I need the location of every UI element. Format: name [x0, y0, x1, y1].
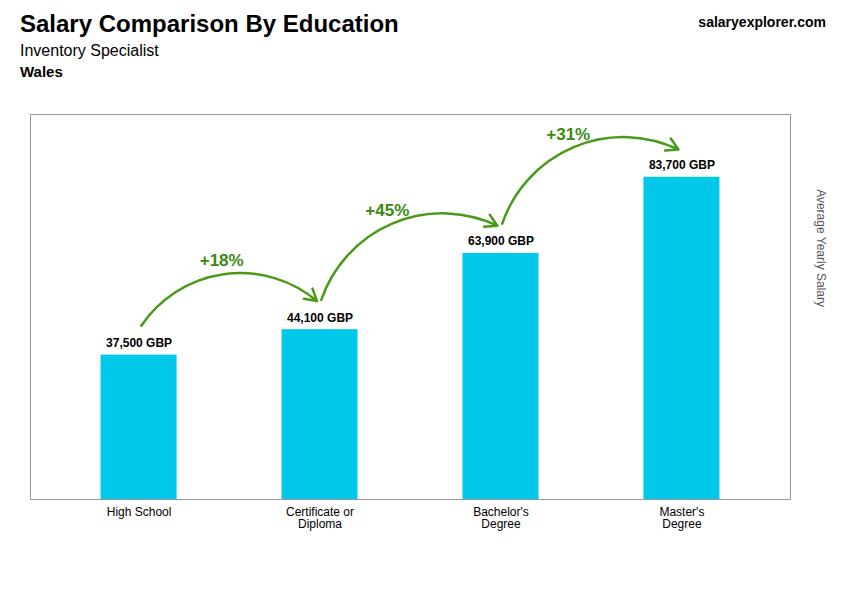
svg-text:37,500 GBP: 37,500 GBP [106, 336, 172, 350]
svg-text:44,100 GBP: 44,100 GBP [287, 311, 353, 325]
svg-text:Bachelor'sDegree: Bachelor'sDegree [473, 505, 529, 531]
svg-text:High School: High School [107, 505, 172, 519]
svg-text:+45%: +45% [365, 201, 409, 220]
svg-text:83,700 GBP: 83,700 GBP [649, 158, 715, 172]
svg-text:+18%: +18% [200, 251, 244, 270]
svg-text:Master'sDegree: Master'sDegree [659, 505, 704, 531]
svg-text:63,900 GBP: 63,900 GBP [468, 234, 534, 248]
svg-text:Certificate orDiploma: Certificate orDiploma [286, 505, 354, 531]
html-text:Wales: Wales [20, 63, 63, 80]
html-text:Inventory Specialist: Inventory Specialist [20, 42, 159, 59]
svg-text:+31%: +31% [546, 125, 590, 144]
svg-text:Average Yearly Salary: Average Yearly Salary [814, 189, 828, 307]
html-text:Salary Comparison By Education: Salary Comparison By Education [20, 10, 399, 37]
html-text:salaryexplorer.com: salaryexplorer.com [698, 14, 826, 30]
